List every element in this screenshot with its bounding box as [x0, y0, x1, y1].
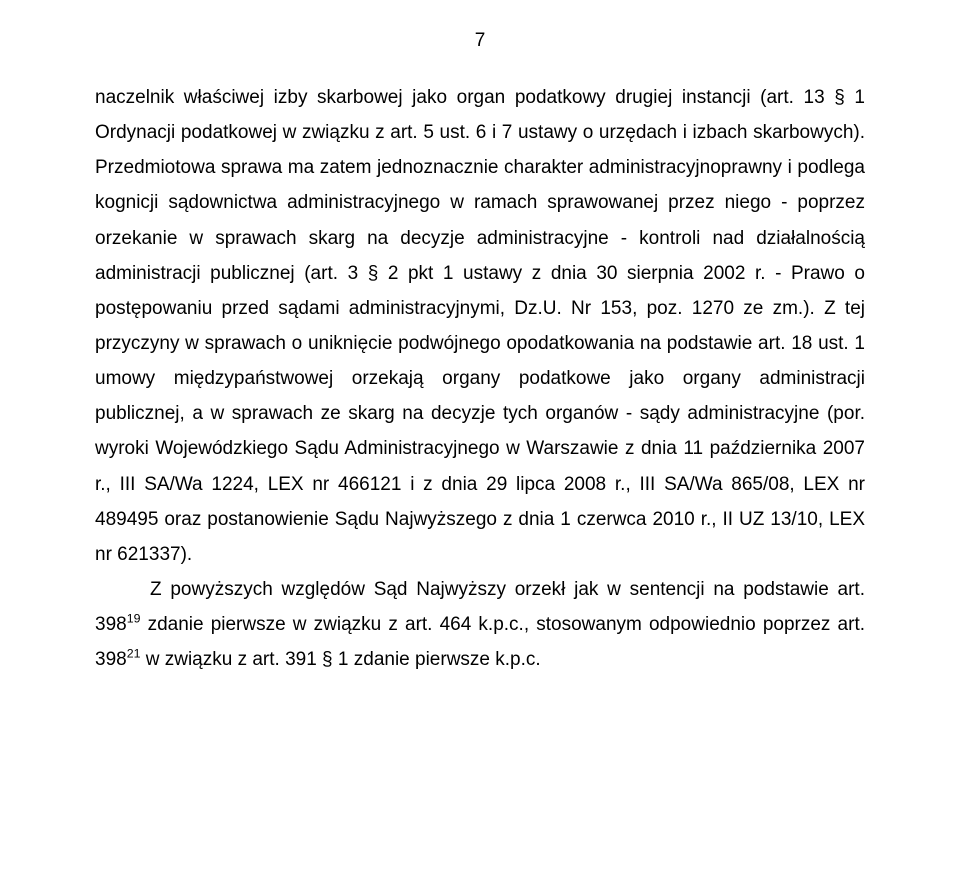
paragraph: Z powyższych względów Sąd Najwyższy orze…	[95, 572, 865, 677]
document-page: 7 naczelnik właściwej izby skarbowej jak…	[0, 0, 960, 894]
paragraph: naczelnik właściwej izby skarbowej jako …	[95, 80, 865, 572]
body-text: naczelnik właściwej izby skarbowej jako …	[95, 80, 865, 677]
page-number: 7	[95, 30, 865, 52]
